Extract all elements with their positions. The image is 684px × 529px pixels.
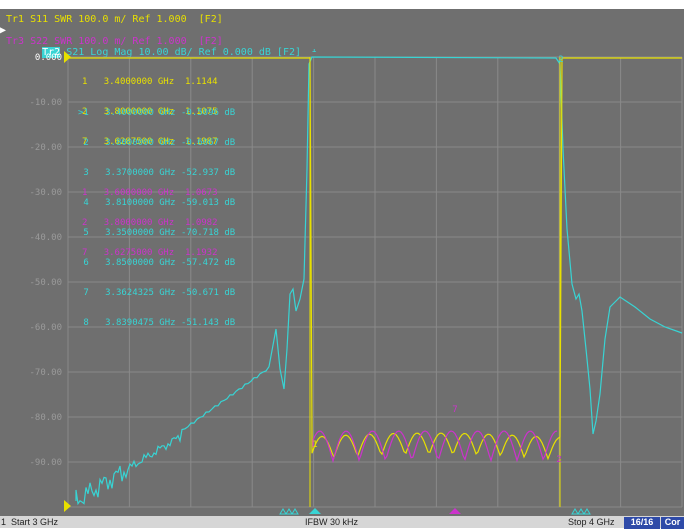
- marker-row: 7 3.3624325 GHz -50.671 dB: [83, 288, 236, 298]
- bottom-marker-outline: [285, 508, 293, 515]
- marker-row: 3 3.3700000 GHz -52.937 dB: [83, 168, 236, 178]
- trace-marker-flag: 2: [558, 55, 563, 65]
- tr2-s21-trace: [75, 56, 683, 506]
- marker-row: 7 3.6287500 GHz 1.1987: [82, 137, 218, 147]
- status-bar: 1 Start 3 GHz IFBW 30 kHz Stop 4 GHz 16/…: [0, 516, 684, 529]
- trace-2-settings: S21 Log Mag 10.00 dB/ Ref 0.000 dB [F2]: [60, 47, 302, 58]
- marker-row: 6 3.8500000 GHz -57.472 dB: [83, 258, 236, 268]
- y-tick-label: -10.00: [29, 98, 62, 108]
- y-tick-label: -90.00: [29, 458, 62, 468]
- y-tick-label: 0.000: [35, 53, 62, 63]
- bottom-marker-outline: [571, 508, 579, 515]
- ifbw-label[interactable]: IFBW 30 kHz: [305, 517, 359, 527]
- trace-2-label[interactable]: ▶ Tr2 S21 Log Mag 10.00 dB/ Ref 0.000 dB…: [0, 25, 302, 69]
- active-trace-arrow-icon: ▶: [0, 25, 7, 36]
- trace-3-label[interactable]: Tr3 S22 SWR 100.0 m/ Ref 1.000 [F2]: [6, 36, 223, 47]
- points-indicator[interactable]: 16/16: [624, 517, 660, 529]
- plot-area[interactable]: 0.000 -10.00 -20.00 -30.00 -40.00 -50.00 -60.0…: [0, 45, 684, 515]
- bottom-marker-triangle: [309, 508, 321, 514]
- bottom-marker-outline: [577, 508, 585, 515]
- trace-1-label[interactable]: Tr1 S11 SWR 100.0 m/ Ref 1.000 [F2]: [6, 14, 223, 25]
- trace-marker-flag: 2: [556, 455, 561, 465]
- measurement-chart: 0.000 -10.00 -20.00 -30.00 -40.00 -50.00 -60.0…: [29, 45, 683, 515]
- y-tick-label: -50.00: [29, 278, 62, 288]
- marker-row: 5 3.3500000 GHz -70.718 dB: [83, 228, 236, 238]
- y-tick-label: -40.00: [29, 233, 62, 243]
- marker-row: 1 3.6000000 GHz 1.0673: [82, 188, 218, 198]
- bottom-marker-triangle: [449, 508, 461, 514]
- trace-header: Tr1 S11 SWR 100.0 m/ Ref 1.000 [F2] ▶ Tr…: [0, 9, 684, 58]
- y-tick-label: -80.00: [29, 413, 62, 423]
- marker-row: >1 3.4000000 GHz -0.5096 dB: [78, 108, 236, 118]
- tr3-marker-table: 1 3.6000000 GHz 1.0673 2 3.8000000 GHz 1…: [82, 168, 218, 278]
- bottom-marker-outline: [279, 508, 287, 515]
- trace-2-badge[interactable]: Tr2: [42, 47, 61, 58]
- marker-row: 2 3.8000000 GHz 1.0982: [82, 218, 218, 228]
- marker-row: 1 3.4000000 GHz 1.1144: [82, 77, 218, 87]
- marker-row: 2 3.8000000 GHz -0.6067 dB: [83, 138, 236, 148]
- marker-row: 4 3.8100000 GHz -59.013 dB: [83, 198, 236, 208]
- bottom-marker-outline: [291, 508, 299, 515]
- trace-marker-flag: 1: [311, 49, 316, 55]
- y-tick-label: -60.00: [29, 323, 62, 333]
- y-tick-label: -70.00: [29, 368, 62, 378]
- trace-marker-flag: 7: [452, 405, 457, 415]
- top-white-strip: [0, 0, 684, 9]
- reference-level-marker: [64, 500, 71, 512]
- channel-number[interactable]: 1: [0, 517, 6, 527]
- y-tick-label: -20.00: [29, 143, 62, 153]
- stop-frequency[interactable]: Stop 4 GHz: [568, 517, 615, 527]
- tr1-marker-table: 1 3.4000000 GHz 1.1144 2 3.8000000 GHz 1…: [82, 57, 218, 167]
- marker-row: 7 3.6275000 GHz 1.1932: [82, 248, 218, 258]
- y-tick-label: -30.00: [29, 188, 62, 198]
- start-frequency[interactable]: Start 3 GHz: [11, 517, 59, 527]
- marker-row: 2 3.8000000 GHz 1.1075: [82, 107, 218, 117]
- trace-marker-flag: 1: [312, 440, 317, 450]
- correction-indicator[interactable]: Cor: [661, 517, 684, 529]
- tr3-s22-trace: [312, 430, 558, 464]
- marker-row: 8 3.8390475 GHz -51.143 dB: [83, 318, 236, 328]
- tr2-marker-table: >1 3.4000000 GHz -0.5096 dB 2 3.8000000 …: [78, 88, 235, 348]
- bottom-marker-outline: [583, 508, 591, 515]
- reference-level-marker: [64, 51, 71, 63]
